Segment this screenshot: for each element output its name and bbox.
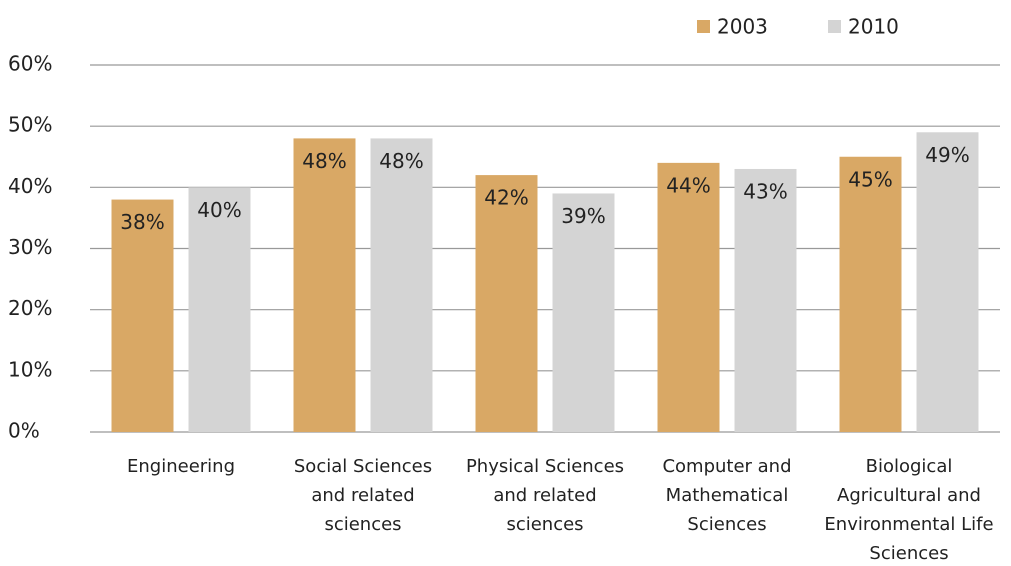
y-tick-label: 0% <box>8 419 40 443</box>
x-tick-label: Biological Agricultural and Environmenta… <box>824 456 994 564</box>
value-label: 40% <box>197 198 241 222</box>
y-tick-label: 60% <box>8 52 52 76</box>
y-tick-label: 10% <box>8 357 52 381</box>
value-label: 42% <box>484 186 528 210</box>
legend-label: 2010 <box>848 15 899 39</box>
bar <box>293 138 356 432</box>
bar <box>188 187 251 432</box>
x-tick-label: Computer and Mathematical Sciences <box>662 456 792 535</box>
value-label: 38% <box>120 210 164 234</box>
x-tick-label: Social Sciences and related sciences <box>293 456 433 535</box>
value-label: 48% <box>379 149 423 173</box>
bar <box>111 199 174 432</box>
bar <box>839 156 902 432</box>
bar <box>370 138 433 432</box>
value-label: 39% <box>561 204 605 228</box>
legend-swatch <box>828 20 841 33</box>
bar <box>475 175 538 432</box>
bar <box>552 193 615 432</box>
y-tick-label: 50% <box>8 113 52 137</box>
bar <box>657 162 720 432</box>
bar <box>916 132 979 433</box>
y-tick-label: 40% <box>8 174 52 198</box>
value-label: 48% <box>302 149 346 173</box>
value-label: 43% <box>743 179 787 203</box>
value-label: 49% <box>925 143 969 167</box>
value-label: 44% <box>666 173 710 197</box>
legend-swatch <box>697 20 710 33</box>
y-tick-label: 20% <box>8 296 52 320</box>
x-tick-label: Engineering <box>127 456 235 477</box>
x-tick-label: Physical Sciences and related sciences <box>465 456 625 535</box>
legend-label: 2003 <box>717 15 768 39</box>
value-label: 45% <box>848 167 892 191</box>
y-tick-label: 30% <box>8 235 52 259</box>
bar <box>734 168 797 432</box>
